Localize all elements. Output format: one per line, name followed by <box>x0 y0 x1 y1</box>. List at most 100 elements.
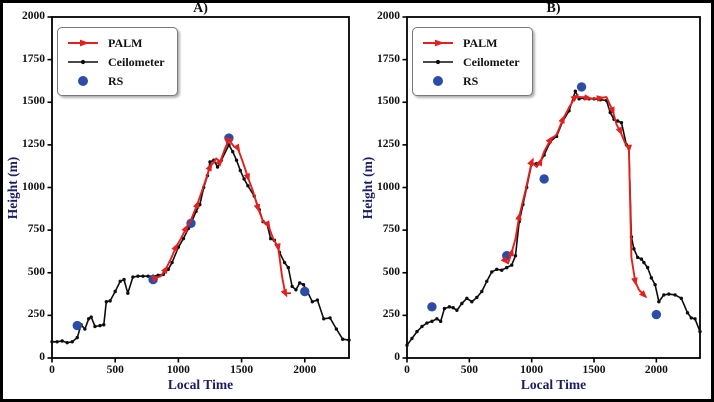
ceilometer-marker <box>238 168 243 173</box>
ceilometer-marker <box>290 284 294 289</box>
x-tick-label: 2000 <box>293 364 317 376</box>
rs-marker <box>72 320 82 331</box>
ceilometer-marker <box>653 282 657 287</box>
y-tick-label: 750 <box>382 223 400 236</box>
ceilometer-marker <box>301 282 306 287</box>
ceilometer-marker <box>215 165 220 169</box>
ceilometer-marker <box>60 339 64 343</box>
ceilometer-marker <box>475 295 479 300</box>
y-tick-label: 1000 <box>377 180 400 193</box>
panel-title: B) <box>546 1 561 16</box>
x-tick-label: 1000 <box>520 364 544 376</box>
legend: PALM Ceilometer RS <box>57 27 178 96</box>
ceilometer-marker <box>490 270 494 274</box>
palm-arrow-marker <box>263 220 271 230</box>
ceilometer-marker <box>75 335 79 340</box>
y-tick-label: 500 <box>382 265 400 278</box>
palm-line <box>154 138 292 295</box>
ceilometer-sample-dot <box>435 59 441 64</box>
ceilometer-marker <box>425 321 429 325</box>
ceilometer-marker <box>438 319 443 324</box>
ceilometer-marker <box>340 337 345 341</box>
palm-arrow-marker <box>215 158 224 167</box>
palm-arrow-marker <box>171 242 179 252</box>
palm-arrow-marker <box>233 143 241 153</box>
palm-arrow-marker <box>570 94 580 102</box>
x-tick-label: 1000 <box>166 364 190 376</box>
x-tick-label: 500 <box>460 364 478 376</box>
y-tick-label: 250 <box>27 308 45 321</box>
ceilometer-marker <box>505 265 509 270</box>
palm-arrow-marker <box>625 144 633 154</box>
ceilometer-marker <box>246 184 250 188</box>
ceilometer-marker <box>616 119 620 123</box>
ceilometer-marker <box>322 317 326 321</box>
ceilometer-marker <box>420 324 424 329</box>
y-tick-label: 1500 <box>377 95 400 108</box>
ceilometer-line-icon <box>68 59 98 64</box>
palm-arrow-marker <box>161 265 169 274</box>
palm-arrow-marker <box>631 277 638 286</box>
rs-marker <box>300 286 310 297</box>
ceilometer-marker <box>315 298 320 302</box>
ceilometer-marker <box>500 268 504 272</box>
ceilometer-marker <box>298 281 302 285</box>
palm-arrow-marker <box>181 224 189 234</box>
palm-arrow-marker <box>583 94 593 101</box>
ceilometer-marker <box>673 293 677 297</box>
ceilometer-marker <box>510 263 514 267</box>
y-tick-label: 0 <box>39 351 45 363</box>
ceilometer-marker <box>645 265 650 270</box>
palm-arrow-marker <box>151 275 161 283</box>
y-tick-label: 0 <box>394 351 400 363</box>
ceilometer-marker <box>170 260 174 265</box>
ceilometer-marker <box>657 300 661 304</box>
palm-sample-arrow <box>80 39 90 46</box>
legend-label: Ceilometer <box>463 54 520 69</box>
ceilometer-marker <box>470 300 474 304</box>
palm-arrow-marker <box>205 162 213 172</box>
palm-arrow-marker <box>280 288 288 298</box>
ceilometer-marker <box>86 317 91 321</box>
ceilometer-marker <box>268 236 273 241</box>
rs-sample-dot <box>78 75 88 86</box>
palm-arrow-marker <box>596 95 606 102</box>
ceilometer-marker <box>495 267 499 272</box>
ceilometer-marker <box>131 275 135 279</box>
palm-arrow-marker <box>558 114 565 124</box>
palm-arrow-marker <box>527 157 534 167</box>
ceilometer-sample-dot <box>80 59 86 64</box>
ceilometer-marker <box>89 315 93 319</box>
ceilometer-marker <box>635 255 640 260</box>
ceilometer-marker <box>50 340 54 344</box>
ceilometer-marker <box>693 317 697 321</box>
ceilometer-marker <box>113 289 117 294</box>
ceilometer-marker <box>231 149 235 154</box>
legend-label: RS <box>463 73 479 88</box>
rs-dot-icon <box>78 75 88 86</box>
x-tick-label: 1500 <box>582 364 606 376</box>
ceilometer-marker <box>460 301 464 306</box>
ceilometer-marker <box>93 324 97 329</box>
y-tick-label: 1250 <box>377 137 400 150</box>
y-tick-label: 2000 <box>22 10 45 22</box>
palm-arrow-marker <box>253 203 261 213</box>
legend-label: RS <box>108 73 124 88</box>
ceilometer-marker <box>435 317 439 321</box>
legend-item-ceilometer: Ceilometer <box>422 52 520 71</box>
ceilometer-marker <box>65 340 69 345</box>
ceilometer-marker <box>698 329 702 334</box>
legend-item-rs: RS <box>67 71 165 90</box>
rs-marker <box>539 174 549 184</box>
ceilometer-marker <box>415 329 419 334</box>
x-tick-label: 1500 <box>230 364 254 376</box>
ceilometer-marker <box>405 343 409 347</box>
rs-marker <box>427 302 437 312</box>
legend: PALM Ceilometer RS <box>412 27 533 96</box>
x-axis-label: Local Time <box>167 377 234 392</box>
ceilometer-marker <box>619 121 624 125</box>
